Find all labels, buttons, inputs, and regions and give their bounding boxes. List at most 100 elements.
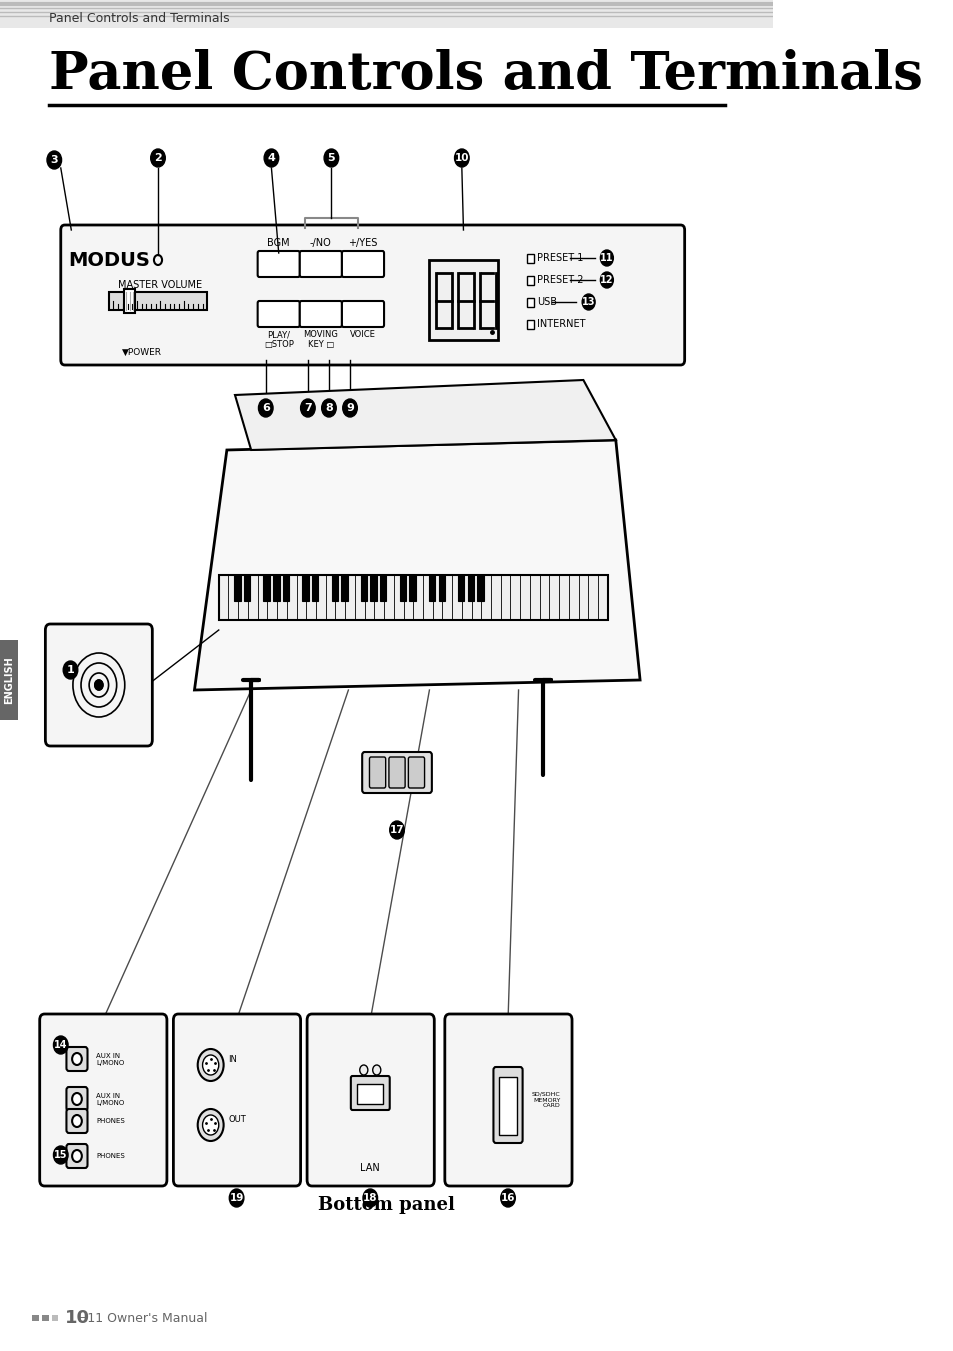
Text: 19: 19	[229, 1193, 244, 1202]
Circle shape	[300, 399, 314, 417]
FancyBboxPatch shape	[493, 1067, 522, 1143]
Text: ENGLISH: ENGLISH	[4, 657, 14, 704]
Text: 18: 18	[363, 1193, 377, 1202]
Bar	[234, 576, 240, 601]
Text: PRESET 2: PRESET 2	[537, 276, 583, 285]
Text: LAN: LAN	[360, 1163, 379, 1173]
Bar	[360, 576, 367, 601]
FancyBboxPatch shape	[61, 226, 684, 365]
Circle shape	[599, 250, 613, 266]
Text: 3: 3	[51, 155, 58, 165]
Text: 1: 1	[67, 665, 74, 676]
Circle shape	[258, 399, 273, 417]
FancyBboxPatch shape	[257, 251, 299, 277]
Circle shape	[229, 1189, 244, 1206]
Circle shape	[63, 661, 78, 680]
Bar	[467, 576, 474, 601]
FancyBboxPatch shape	[299, 251, 341, 277]
Text: 15: 15	[54, 1150, 68, 1161]
Text: +/YES: +/YES	[348, 238, 377, 249]
Text: Bottom panel: Bottom panel	[317, 1196, 455, 1215]
Text: 11: 11	[599, 253, 613, 263]
FancyBboxPatch shape	[299, 301, 341, 327]
Bar	[399, 576, 406, 601]
FancyBboxPatch shape	[46, 624, 152, 746]
FancyBboxPatch shape	[173, 1015, 300, 1186]
Text: AUX IN
L/MONO: AUX IN L/MONO	[96, 1093, 125, 1105]
Text: -/NO: -/NO	[310, 238, 332, 249]
Text: IN: IN	[229, 1055, 237, 1065]
Circle shape	[151, 149, 165, 168]
Text: 13: 13	[581, 297, 595, 307]
Text: 9: 9	[346, 403, 354, 413]
Circle shape	[53, 1146, 68, 1165]
Bar	[332, 576, 337, 601]
Circle shape	[342, 399, 357, 417]
FancyBboxPatch shape	[40, 1015, 167, 1186]
FancyBboxPatch shape	[389, 757, 405, 788]
FancyBboxPatch shape	[67, 1144, 88, 1169]
Text: 14: 14	[54, 1040, 68, 1050]
Text: PHONES: PHONES	[96, 1119, 125, 1124]
Text: 16: 16	[500, 1193, 515, 1202]
Text: 10: 10	[65, 1309, 90, 1327]
Circle shape	[324, 149, 338, 168]
FancyBboxPatch shape	[257, 301, 299, 327]
Polygon shape	[234, 380, 615, 450]
Bar	[526, 254, 534, 263]
Text: 10: 10	[455, 153, 469, 163]
Circle shape	[47, 151, 62, 169]
FancyBboxPatch shape	[341, 301, 384, 327]
Polygon shape	[194, 440, 639, 690]
Circle shape	[373, 1065, 380, 1075]
Bar	[124, 289, 135, 313]
Circle shape	[202, 1115, 218, 1135]
Bar	[341, 576, 347, 601]
Bar	[263, 576, 270, 601]
Circle shape	[581, 295, 595, 309]
Text: 2: 2	[154, 153, 162, 163]
Text: 17: 17	[389, 825, 404, 835]
Circle shape	[359, 1065, 368, 1075]
Circle shape	[72, 1150, 82, 1162]
Text: OUT: OUT	[229, 1116, 246, 1124]
FancyBboxPatch shape	[362, 753, 432, 793]
Bar	[302, 576, 309, 601]
Bar	[526, 299, 534, 307]
FancyBboxPatch shape	[67, 1088, 88, 1111]
FancyBboxPatch shape	[67, 1109, 88, 1133]
Text: BGM: BGM	[267, 238, 290, 249]
Bar	[283, 576, 289, 601]
FancyBboxPatch shape	[341, 251, 384, 277]
Circle shape	[264, 149, 278, 168]
Text: ▼POWER: ▼POWER	[122, 347, 162, 357]
Bar	[476, 576, 483, 601]
Bar	[0, 0, 772, 28]
Text: 12: 12	[599, 276, 613, 285]
Circle shape	[94, 680, 103, 690]
Text: H11 Owner's Manual: H11 Owner's Manual	[78, 1312, 207, 1324]
Text: 8: 8	[325, 403, 333, 413]
Text: PHONES: PHONES	[96, 1152, 125, 1159]
Bar	[429, 259, 497, 340]
Text: VOICE: VOICE	[350, 330, 375, 339]
Bar	[51, 1315, 58, 1321]
Text: 7: 7	[304, 403, 312, 413]
Circle shape	[72, 1093, 82, 1105]
Circle shape	[321, 399, 335, 417]
Circle shape	[53, 1036, 68, 1054]
Circle shape	[202, 1055, 218, 1075]
Circle shape	[362, 1189, 377, 1206]
Bar	[42, 1315, 49, 1321]
Text: 5: 5	[327, 153, 335, 163]
Bar	[526, 276, 534, 285]
Circle shape	[197, 1048, 223, 1081]
Text: INTERNET: INTERNET	[537, 319, 585, 330]
Circle shape	[197, 1109, 223, 1142]
Circle shape	[599, 272, 613, 288]
Bar	[0, 640, 18, 720]
Text: MODUS: MODUS	[69, 250, 151, 269]
Circle shape	[390, 821, 404, 839]
Bar	[357, 1084, 383, 1104]
Bar	[379, 576, 386, 601]
